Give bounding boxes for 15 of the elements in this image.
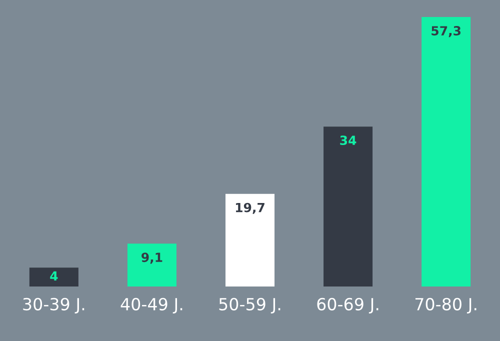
bar [422, 17, 471, 286]
x-tick-label: 40-49 J. [120, 298, 182, 314]
x-tick-label: 30-39 J. [23, 298, 84, 314]
bar [29, 268, 78, 286]
bar [225, 194, 275, 286]
data-label: 57,3 [432, 26, 461, 38]
bar [324, 126, 373, 286]
data-label: 19,7 [236, 202, 264, 214]
data-label: 9,1 [142, 252, 162, 264]
x-tick-label: 50-59 J. [219, 298, 280, 314]
x-tick-label: 70-80 J. [415, 298, 476, 314]
data-label: 34 [340, 136, 356, 146]
x-tick-label: 60-69 J. [317, 298, 378, 314]
data-label: 4 [50, 271, 58, 280]
bar [127, 244, 176, 286]
